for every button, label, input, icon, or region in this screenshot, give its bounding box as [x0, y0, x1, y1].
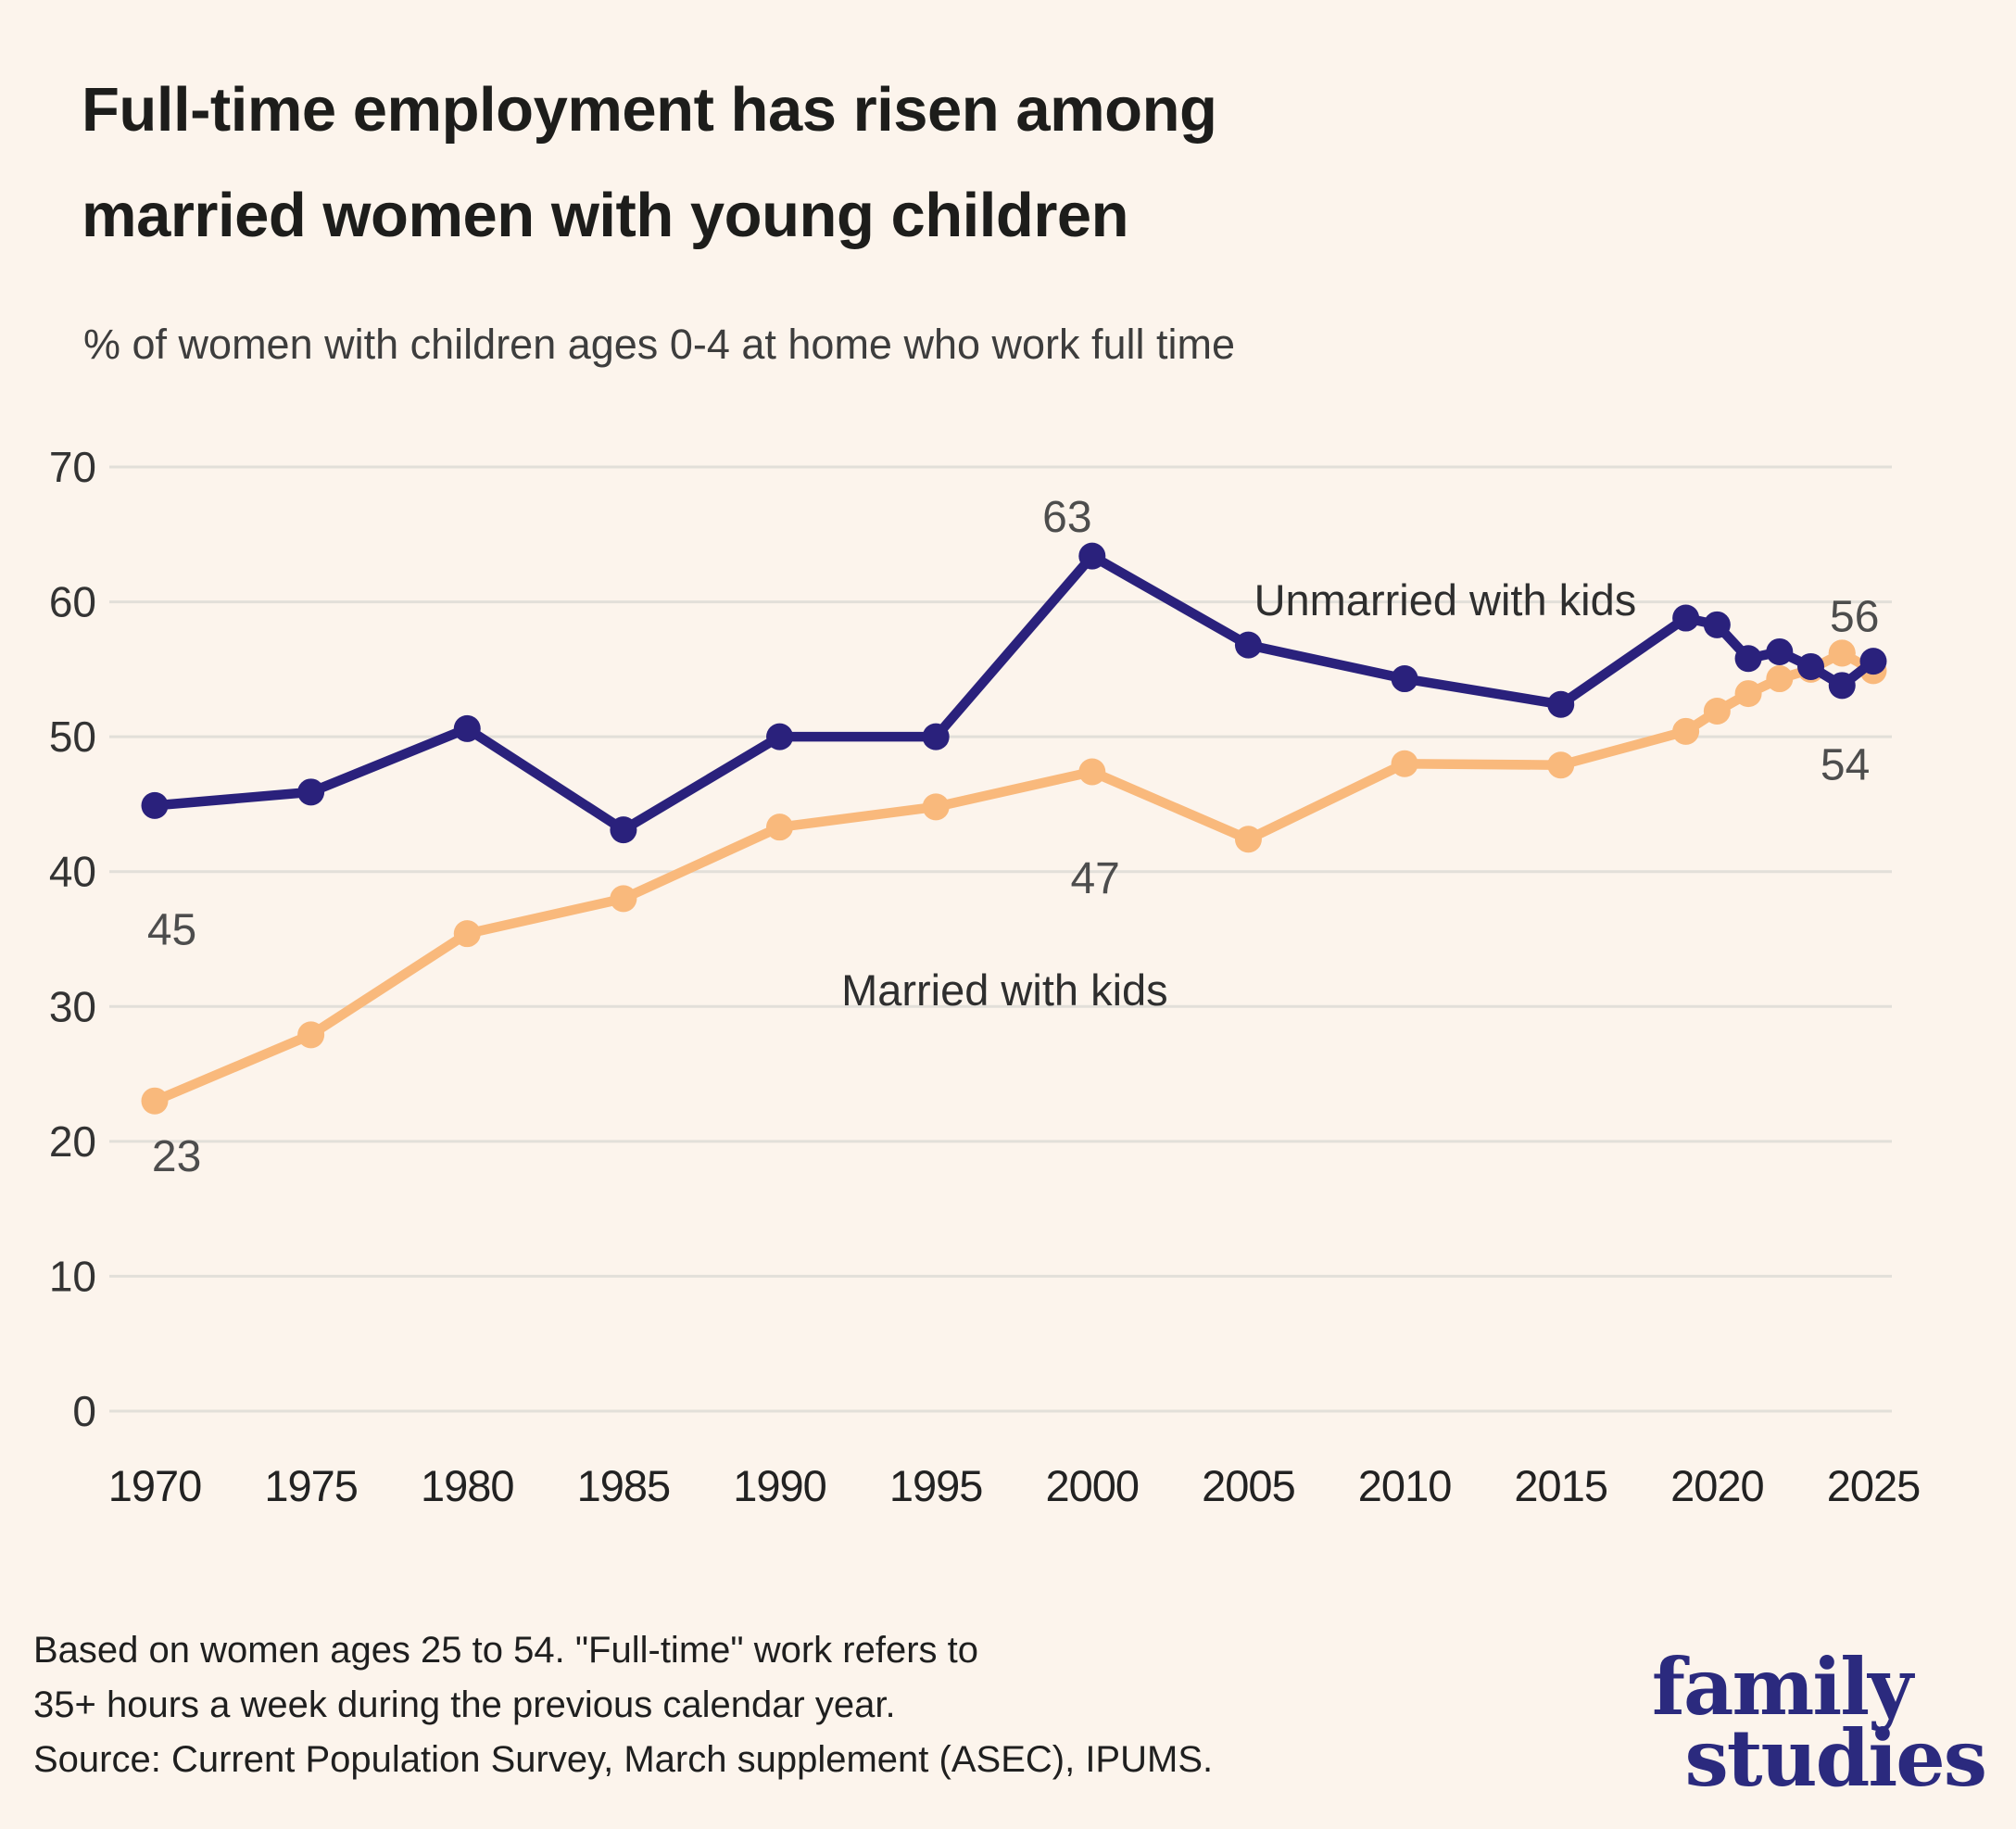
x-tick-label: 1975: [264, 1461, 358, 1510]
series-line-married-with-kids: [149, 648, 1879, 1106]
data-point-unmarried-with-kids-2024: [1828, 672, 1856, 700]
chart-title-line-1: Full-time employment has risen among: [82, 75, 1217, 145]
y-tick-label: 50: [49, 713, 96, 761]
y-tick-label: 0: [72, 1387, 96, 1435]
data-point-married-with-kids-2022: [1766, 665, 1794, 693]
y-tick-label: 40: [49, 848, 96, 896]
series-label-annotation: Married with kids: [841, 965, 1168, 1015]
data-point-unmarried-with-kids-1990: [766, 723, 794, 751]
x-tick-label: 2020: [1670, 1461, 1764, 1510]
data-point-married-with-kids-2005: [1234, 826, 1262, 853]
data-point-married-with-kids-2020: [1703, 697, 1731, 725]
footnote-line-3: Source: Current Population Survey, March…: [33, 1738, 1214, 1780]
x-tick-label: 1985: [577, 1461, 671, 1510]
value-annotation: 63: [1042, 493, 1091, 542]
data-point-married-with-kids-2024: [1828, 639, 1856, 667]
x-tick-label: 2015: [1514, 1461, 1607, 1510]
data-point-married-with-kids-1995: [922, 793, 950, 821]
data-point-unmarried-with-kids-2023: [1797, 652, 1825, 680]
x-tick-label: 1995: [889, 1461, 983, 1510]
series-label-annotation: Unmarried with kids: [1254, 575, 1637, 624]
data-point-married-with-kids-1990: [766, 814, 794, 841]
x-tick-label: 1990: [733, 1461, 826, 1510]
data-point-unmarried-with-kids-2000: [1078, 542, 1106, 570]
y-tick-label: 20: [49, 1117, 96, 1166]
y-tick-label: 10: [49, 1252, 96, 1300]
logo-line-studies: studies: [1684, 1712, 1987, 1805]
family-studies-logo: family studies: [1651, 1641, 1987, 1805]
data-point-married-with-kids-2010: [1391, 750, 1418, 777]
data-point-married-with-kids-1975: [297, 1021, 325, 1049]
x-tick-label: 1980: [421, 1461, 514, 1510]
data-point-married-with-kids-1980: [453, 920, 481, 948]
logo-line-family: family: [1651, 1641, 1913, 1733]
chart-title-line-2: married women with young children: [82, 180, 1129, 250]
y-tick-label: 30: [49, 982, 96, 1030]
data-point-unmarried-with-kids-1995: [922, 723, 950, 751]
footnote-line-1: Based on women ages 25 to 54. "Full-time…: [33, 1630, 978, 1671]
data-point-married-with-kids-2015: [1547, 751, 1575, 779]
value-annotation: 56: [1830, 593, 1879, 642]
data-point-unmarried-with-kids-2021: [1734, 645, 1762, 673]
chart-subtitle: % of women with children ages 0-4 at hom…: [83, 321, 1236, 368]
value-annotation: 45: [147, 905, 196, 954]
x-tick-label: 2005: [1202, 1461, 1295, 1510]
footnote-line-2: 35+ hours a week during the previous cal…: [33, 1684, 896, 1725]
data-point-married-with-kids-2021: [1734, 680, 1762, 708]
x-tick-label: 2000: [1046, 1461, 1140, 1510]
data-point-unmarried-with-kids-1985: [610, 816, 637, 844]
data-point-unmarried-with-kids-2022: [1766, 637, 1794, 665]
data-point-married-with-kids-1970: [141, 1087, 169, 1115]
x-tick-label: 2025: [1827, 1461, 1921, 1510]
data-point-married-with-kids-2000: [1078, 758, 1106, 786]
data-point-married-with-kids-1985: [610, 885, 637, 913]
data-point-unmarried-with-kids-2015: [1547, 690, 1575, 718]
value-annotation: 23: [152, 1132, 201, 1181]
data-point-unmarried-with-kids-1970: [141, 791, 169, 819]
data-point-married-with-kids-2019: [1672, 717, 1700, 745]
data-point-unmarried-with-kids-2005: [1234, 631, 1262, 659]
x-tick-label: 1970: [108, 1461, 202, 1510]
chart-title: Full-time employment has risen among mar…: [82, 57, 1379, 269]
value-annotation: 54: [1821, 741, 1870, 790]
data-point-unmarried-with-kids-2020: [1703, 611, 1731, 638]
x-tick-label: 2010: [1358, 1461, 1452, 1510]
data-point-unmarried-with-kids-1975: [297, 778, 325, 806]
data-point-unmarried-with-kids-2025: [1859, 648, 1887, 675]
data-point-unmarried-with-kids-2010: [1391, 665, 1418, 693]
data-point-unmarried-with-kids-2019: [1672, 604, 1700, 632]
data-point-unmarried-with-kids-1980: [453, 714, 481, 742]
y-tick-label: 60: [49, 578, 96, 626]
y-tick-label: 70: [49, 443, 96, 491]
value-annotation: 47: [1070, 854, 1119, 903]
footnote: Based on women ages 25 to 54. "Full-time…: [33, 1623, 1423, 1786]
